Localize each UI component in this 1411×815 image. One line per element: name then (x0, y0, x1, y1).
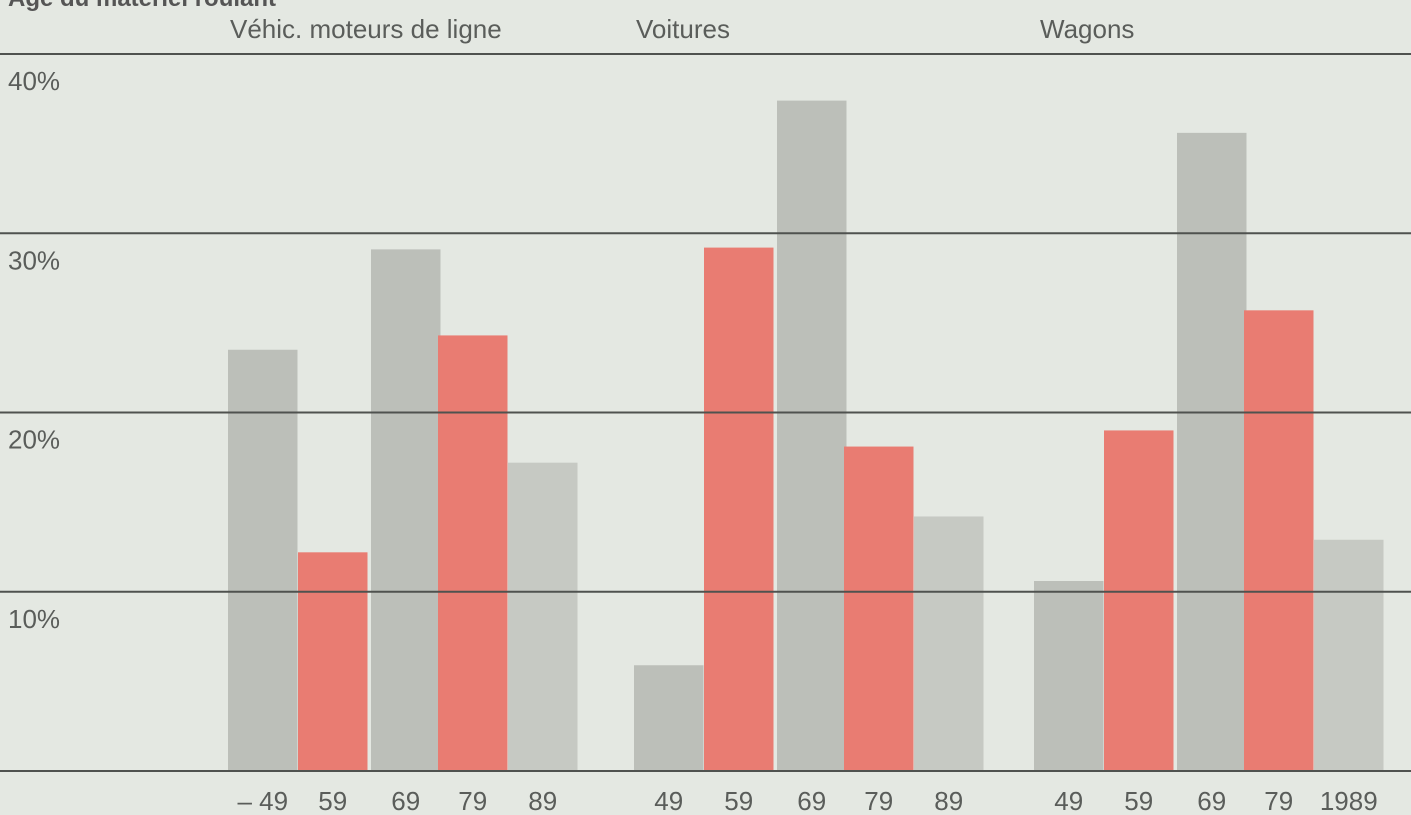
x-tick-label: 69 (1197, 786, 1226, 815)
bar (634, 665, 704, 771)
bar (1244, 310, 1314, 771)
group-label: Véhic. moteurs de ligne (230, 14, 502, 44)
x-tick-label: 79 (1264, 786, 1293, 815)
x-tick-label: 49 (654, 786, 683, 815)
bar (1177, 132, 1247, 771)
x-tick-label: 59 (318, 786, 347, 815)
x-tick-label: 89 (528, 786, 557, 815)
bar (1104, 430, 1174, 771)
x-tick-label: 79 (864, 786, 893, 815)
bar (777, 100, 847, 772)
bar (1034, 580, 1104, 771)
x-tick-label: 69 (391, 786, 420, 815)
x-tick-label: 89 (934, 786, 963, 815)
x-tick-label: 79 (458, 786, 487, 815)
x-tick-label: – 49 (237, 786, 288, 815)
bar (914, 516, 984, 771)
x-tick-label: 1989 (1320, 786, 1378, 815)
bar (298, 552, 368, 771)
chart-title: Age du matériel roulant (8, 0, 276, 12)
y-tick-label: 40% (8, 66, 60, 96)
x-tick-label: 59 (1124, 786, 1153, 815)
group-label: Voitures (636, 14, 730, 44)
y-tick-label: 10% (8, 604, 60, 634)
bar (228, 349, 298, 771)
group-label: Wagons (1040, 14, 1134, 44)
x-tick-label: 59 (724, 786, 753, 815)
x-tick-label: 69 (797, 786, 826, 815)
bar (438, 335, 508, 771)
y-tick-label: 30% (8, 245, 60, 275)
bar (704, 247, 774, 772)
x-tick-label: 49 (1054, 786, 1083, 815)
bar (508, 462, 578, 771)
bar (1314, 539, 1384, 771)
y-tick-label: 20% (8, 425, 60, 455)
bar (844, 446, 914, 771)
bar (371, 249, 441, 771)
